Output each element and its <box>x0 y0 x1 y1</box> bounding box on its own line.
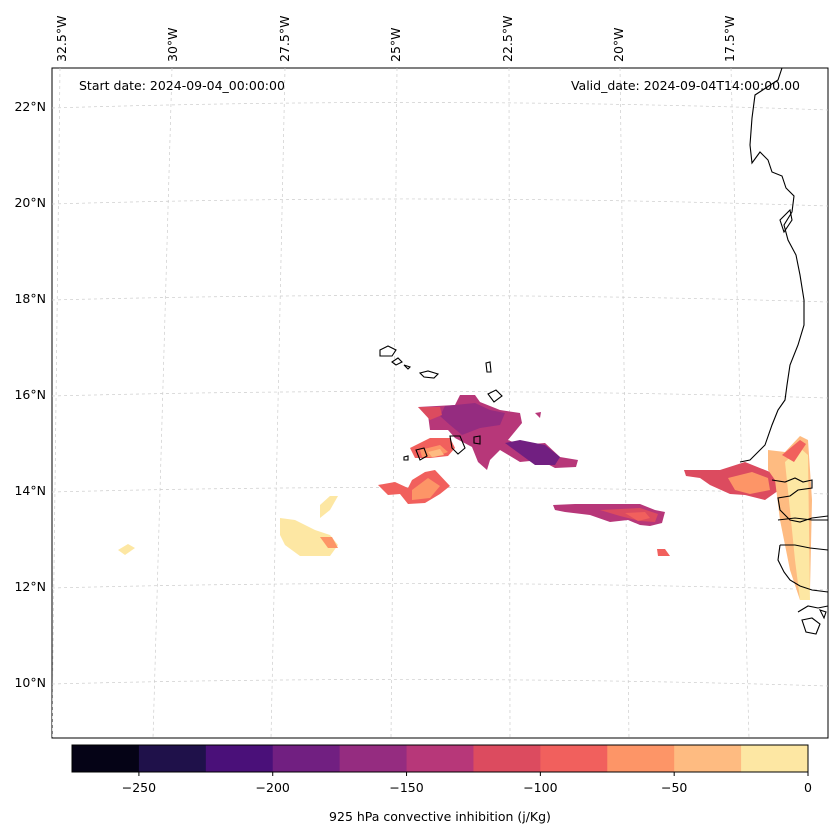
parallel-16n <box>52 391 828 399</box>
colorbar-segment <box>473 745 541 772</box>
colorbar-title: 925 hPa convective inhibition (j/Kg) <box>329 809 551 824</box>
colorbar-segment <box>205 745 274 772</box>
start-date-label: Start date: 2024-09-04_00:00:00 <box>79 78 285 93</box>
colorbar-segment <box>406 745 474 772</box>
lon-label: 20°W <box>611 27 626 62</box>
lat-labels: 22°N 20°N 18°N 16°N 14°N 12°N 10°N <box>14 99 46 690</box>
gambia-river <box>777 517 828 521</box>
colorbar-ticks: −250 −200 −150 −100 −50 0 <box>122 772 812 795</box>
meridian-32.5w <box>52 68 61 738</box>
cin-patch-west <box>280 518 338 556</box>
cin-patch-west-edge <box>320 537 338 548</box>
colorbar-segment <box>339 745 408 772</box>
lon-label: 17.5°W <box>722 16 737 62</box>
boa-vista-island <box>487 389 503 403</box>
mauritania-coast <box>739 68 805 463</box>
cin-patch-fogo-core <box>428 449 444 457</box>
cin-patch-west-north <box>320 496 338 518</box>
casamance-coast <box>777 544 828 593</box>
senegal-coast <box>771 477 828 523</box>
gridlines <box>52 68 828 738</box>
cin-patch-senegal-edge <box>782 440 806 462</box>
colorbar-segment <box>540 745 608 772</box>
maio-island <box>473 435 481 445</box>
cin-patch-far-west <box>118 544 135 555</box>
parallel-22n <box>52 102 828 111</box>
santa-luzia-island <box>403 364 412 370</box>
lon-label: 27.5°W <box>277 16 292 62</box>
coastlines <box>379 68 828 635</box>
colorbar-frame <box>71 744 809 773</box>
parallel-14n <box>52 487 828 495</box>
sal-island <box>485 361 492 373</box>
brava-island <box>403 455 409 461</box>
map-frame <box>51 67 829 739</box>
lat-label: 18°N <box>14 291 46 306</box>
lon-label: 30°W <box>165 27 180 62</box>
colorbar-segment <box>272 745 341 772</box>
lat-label: 14°N <box>14 483 46 498</box>
cin-patch-13n-core <box>625 512 650 521</box>
lon-label: 32.5°W <box>54 16 69 62</box>
cin-field <box>118 395 812 600</box>
cin-patch-coast-inner <box>728 472 770 494</box>
parallel-10n <box>52 679 828 687</box>
colorbar-segment <box>72 745 140 772</box>
lat-label: 20°N <box>14 195 46 210</box>
sao-nicolau-island <box>418 370 440 379</box>
cin-patch-capeverde-core <box>440 403 505 435</box>
colorbar-tick-label: −150 <box>389 780 423 795</box>
valid-date-label: Valid_date: 2024-09-04T14:00:00.00 <box>570 78 800 93</box>
lat-label: 22°N <box>14 99 46 114</box>
meridian-27.5w <box>270 68 286 738</box>
colorbar-segment <box>741 745 809 772</box>
colorbar-segment <box>607 745 675 772</box>
colorbar-tick-label: −100 <box>523 780 557 795</box>
lon-label: 25°W <box>388 27 403 62</box>
colorbar-tick-label: −200 <box>256 780 290 795</box>
meridian-20w <box>619 68 630 738</box>
santiago-island <box>449 435 466 455</box>
cin-patch-senegal-core <box>785 448 810 600</box>
cin-patch-nw-edge <box>418 407 442 420</box>
meridian-17.5w <box>730 68 750 738</box>
meridian-22.5w <box>508 68 511 738</box>
lon-labels: 32.5°W 30°W 27.5°W 25°W 22.5°W 20°W 17.5… <box>54 16 737 62</box>
parallel-12n <box>52 583 828 591</box>
lon-label: 22.5°W <box>500 16 515 62</box>
bissagos-islands <box>797 605 828 635</box>
colorbar-tick-label: −250 <box>122 780 156 795</box>
colorbar-tick-label: −50 <box>661 780 687 795</box>
colorbar-segment <box>674 745 742 772</box>
meridian-25w <box>390 68 398 738</box>
parallel-18n <box>52 295 828 303</box>
sao-vicente-island <box>391 357 403 366</box>
lat-label: 12°N <box>14 579 46 594</box>
cin-patch-dot-13n <box>657 549 670 556</box>
colorbar-segment <box>138 745 207 772</box>
banc-arguin-island <box>779 208 793 234</box>
parallel-20n <box>52 198 828 207</box>
colorbar-tick-label: 0 <box>804 780 812 795</box>
lat-label: 10°N <box>14 675 46 690</box>
fogo-island <box>415 447 428 461</box>
cin-patch-east-core <box>505 440 560 465</box>
lat-label: 16°N <box>14 387 46 402</box>
colorbar <box>72 745 809 772</box>
cin-patch-sw-inner <box>412 478 440 500</box>
santo-antao-island <box>379 345 397 357</box>
meridian-30w <box>152 68 173 738</box>
cin-patch-dot <box>535 412 541 418</box>
